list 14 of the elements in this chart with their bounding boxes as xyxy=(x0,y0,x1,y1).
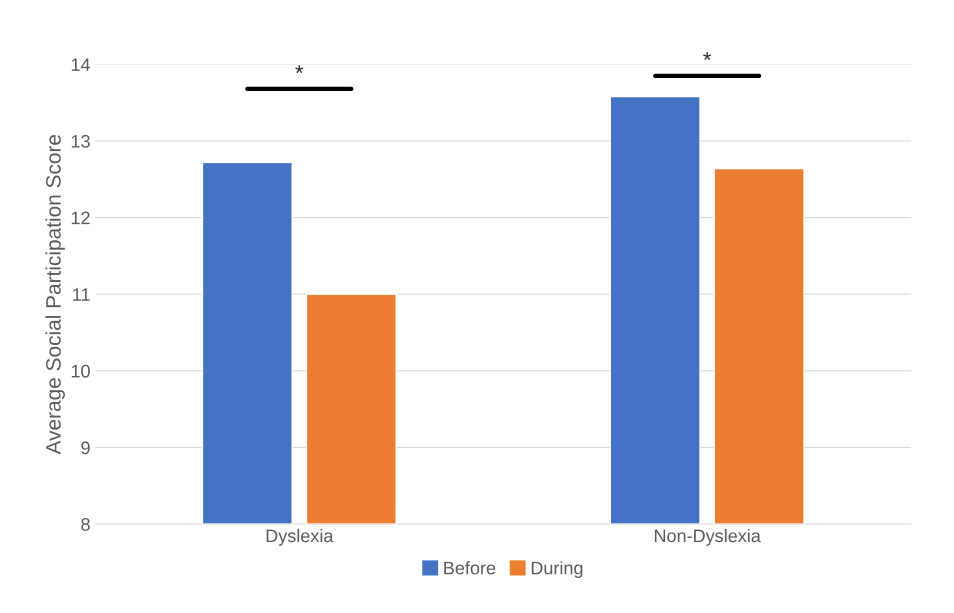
y-tick-label: 12 xyxy=(72,212,90,224)
legend-label: Before xyxy=(444,561,496,574)
y-tick-label: 13 xyxy=(72,134,90,148)
y-tick-label: 10 xyxy=(72,364,90,378)
x-tick-label: Dyslexia xyxy=(266,528,334,546)
legend-label: During xyxy=(532,561,582,578)
text: * xyxy=(703,52,712,60)
y-axis-title: Average Social Participation Score xyxy=(45,134,65,454)
y-tick-label: 9 xyxy=(81,441,90,454)
y-tick-label: 11 xyxy=(73,288,90,301)
annotation: * xyxy=(295,65,304,74)
y-tick-label: 14 xyxy=(72,58,90,71)
x-tick-label: Non-Dyslexia xyxy=(654,528,761,546)
y-tick-label: 8 xyxy=(81,518,90,531)
